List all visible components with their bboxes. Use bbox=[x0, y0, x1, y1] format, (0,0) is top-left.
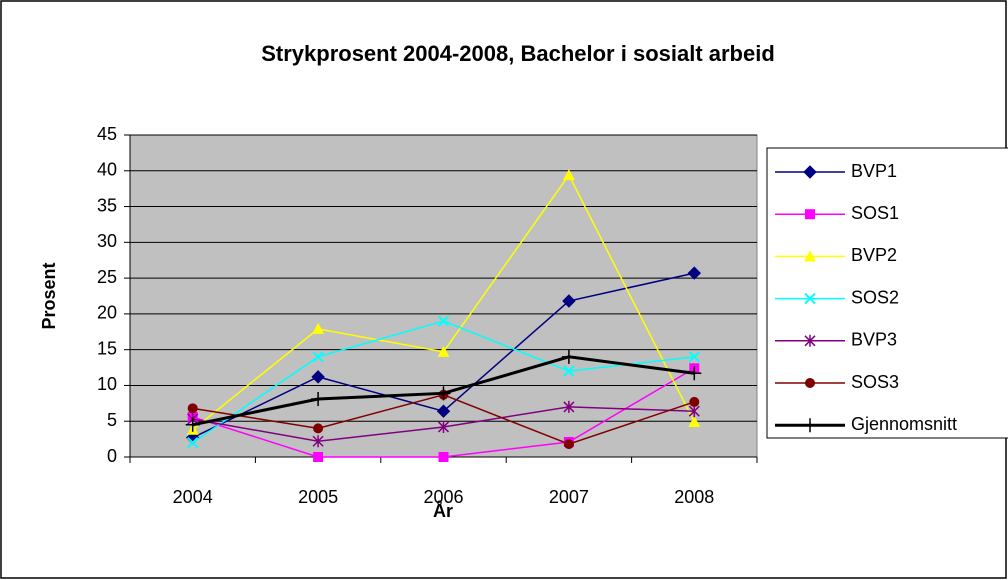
y-axis-label: Prosent bbox=[39, 262, 59, 329]
legend-label: BVP2 bbox=[851, 245, 897, 265]
legend-marker bbox=[803, 418, 817, 433]
data-point bbox=[312, 435, 324, 448]
legend-label: SOS1 bbox=[851, 203, 899, 223]
data-point bbox=[687, 266, 702, 280]
data-point bbox=[436, 386, 451, 401]
data-point bbox=[563, 439, 574, 450]
data-point bbox=[186, 436, 199, 449]
x-tick-label: 2006 bbox=[423, 487, 463, 507]
legend-label: SOS2 bbox=[851, 287, 899, 307]
data-point bbox=[562, 294, 576, 308]
data-point bbox=[436, 404, 451, 418]
x-axis-label: År bbox=[433, 501, 453, 521]
y-tick-label: 5 bbox=[107, 410, 117, 430]
legend-label: BVP1 bbox=[851, 161, 897, 181]
data-point bbox=[311, 370, 325, 384]
legend-marker bbox=[804, 334, 816, 347]
y-tick-label: 0 bbox=[107, 446, 117, 466]
y-tick-label: 40 bbox=[97, 160, 117, 180]
data-point bbox=[313, 452, 324, 462]
data-point bbox=[563, 365, 575, 377]
data-point bbox=[563, 400, 575, 413]
data-point bbox=[313, 423, 324, 434]
y-tick-label: 20 bbox=[97, 303, 117, 323]
data-point bbox=[311, 392, 326, 407]
legend-label: SOS3 bbox=[851, 372, 899, 392]
data-point bbox=[688, 405, 700, 418]
y-tick-label: 10 bbox=[97, 374, 117, 394]
y-tick-label: 15 bbox=[97, 338, 117, 358]
legend-marker bbox=[804, 292, 816, 305]
legend-label: Gjennomsnitt bbox=[851, 414, 957, 434]
data-point bbox=[688, 351, 701, 363]
plot-area bbox=[129, 134, 758, 458]
legend-marker bbox=[803, 165, 817, 179]
data-point bbox=[312, 322, 325, 334]
data-point bbox=[437, 315, 450, 327]
data-point bbox=[687, 366, 702, 381]
y-tick-label: 25 bbox=[97, 267, 117, 287]
x-tick-label: 2007 bbox=[549, 487, 589, 507]
data-point bbox=[312, 351, 324, 363]
data-point bbox=[562, 169, 575, 181]
legend-label: BVP3 bbox=[851, 330, 897, 350]
legend-marker bbox=[804, 250, 816, 262]
data-point bbox=[561, 349, 576, 364]
data-point bbox=[437, 345, 450, 357]
data-point bbox=[688, 415, 701, 427]
y-tick-label: 35 bbox=[97, 195, 117, 215]
data-point bbox=[438, 452, 449, 462]
data-point bbox=[689, 396, 700, 407]
y-tick-label: 45 bbox=[97, 124, 117, 144]
data-point bbox=[185, 417, 200, 432]
x-tick-label: 2005 bbox=[298, 487, 338, 507]
data-point bbox=[187, 403, 198, 414]
data-point bbox=[437, 420, 450, 433]
chart-title: Strykprosent 2004-2008, Bachelor i sosia… bbox=[261, 41, 775, 66]
legend bbox=[766, 147, 1008, 439]
y-tick-label: 30 bbox=[97, 231, 117, 251]
x-tick-label: 2008 bbox=[674, 487, 714, 507]
legend-marker bbox=[805, 209, 815, 220]
legend-marker bbox=[805, 378, 815, 388]
x-tick-label: 2004 bbox=[173, 487, 213, 507]
